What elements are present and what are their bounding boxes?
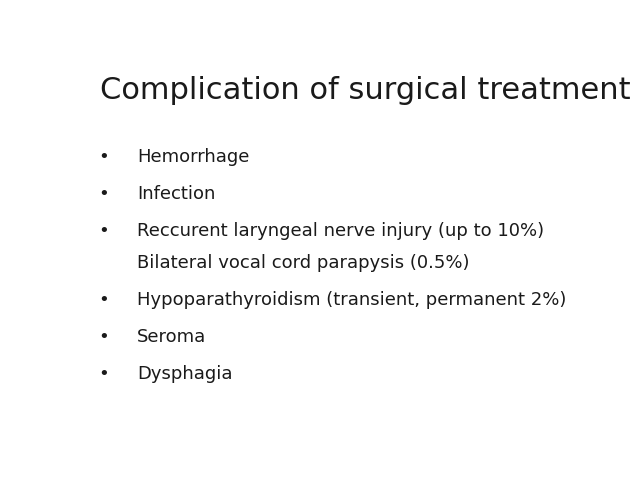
Text: •: •	[99, 365, 109, 383]
Text: Infection: Infection	[137, 185, 216, 204]
Text: Bilateral vocal cord parapysis (0.5%): Bilateral vocal cord parapysis (0.5%)	[137, 254, 470, 272]
Text: •: •	[99, 222, 109, 240]
Text: Complication of surgical treatment: Complication of surgical treatment	[100, 76, 630, 105]
Text: Hypoparathyroidism (transient, permanent 2%): Hypoparathyroidism (transient, permanent…	[137, 291, 566, 309]
Text: Reccurent laryngeal nerve injury (up to 10%): Reccurent laryngeal nerve injury (up to …	[137, 222, 544, 240]
Text: Hemorrhage: Hemorrhage	[137, 148, 250, 167]
Text: Dysphagia: Dysphagia	[137, 365, 232, 383]
Text: •: •	[99, 185, 109, 204]
Text: •: •	[99, 328, 109, 346]
Text: •: •	[99, 148, 109, 167]
Text: Seroma: Seroma	[137, 328, 206, 346]
Text: •: •	[99, 291, 109, 309]
